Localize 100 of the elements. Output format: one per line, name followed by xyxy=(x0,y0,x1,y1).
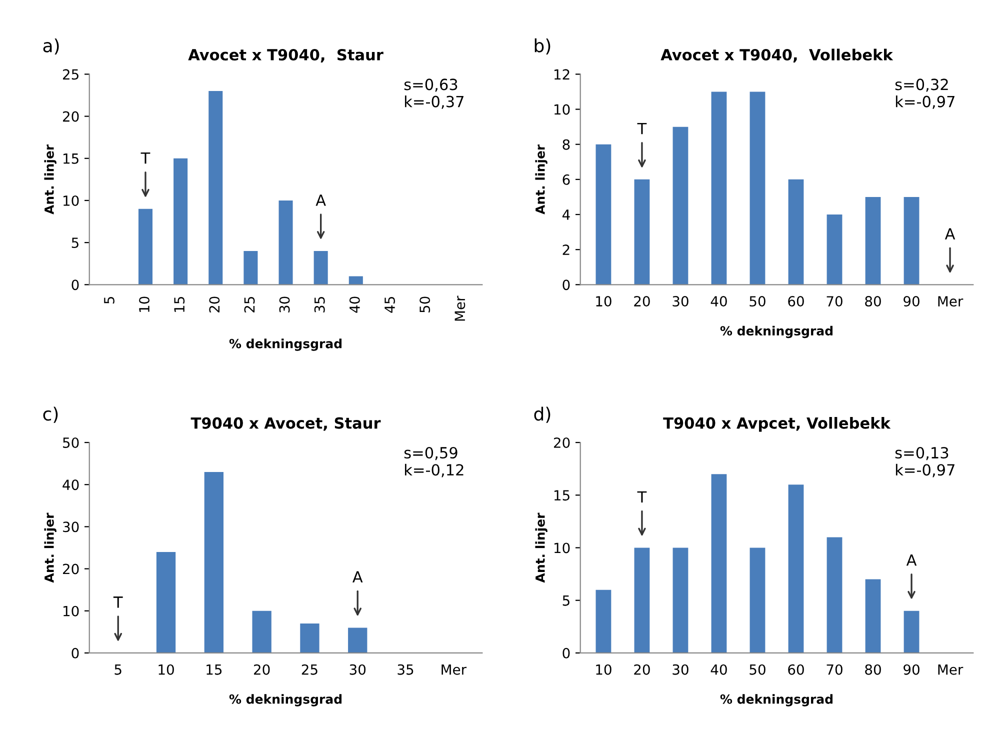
bar xyxy=(750,548,766,653)
x-tick-label: 40 xyxy=(349,296,360,313)
y-tick-label: 10 xyxy=(554,542,570,554)
bar xyxy=(904,610,920,653)
bar xyxy=(156,552,176,653)
annotation: T xyxy=(637,123,647,134)
x-tick-label: 10 xyxy=(596,664,612,675)
y-tick-label: 40 xyxy=(62,480,79,490)
y-tick-label: 12 xyxy=(554,69,570,80)
y-tick-label: 20 xyxy=(554,437,570,448)
annotation: A xyxy=(906,554,917,566)
y-axis-title: Ant. linjer xyxy=(535,512,548,583)
text: c) xyxy=(43,406,58,423)
bar xyxy=(208,91,223,285)
x-tick-label: 10 xyxy=(158,664,174,675)
y-tick-label: 0 xyxy=(562,280,570,290)
x-tick-label: Mer xyxy=(938,296,964,307)
y-axis-title: Ant. linjer xyxy=(44,144,56,214)
x-tick-label: 15 xyxy=(206,664,222,675)
bar xyxy=(174,158,188,285)
bar xyxy=(750,92,766,285)
bar xyxy=(348,276,363,285)
y-tick-label: 2 xyxy=(562,244,570,255)
y-tick-label: 5 xyxy=(72,238,78,248)
annotation: T xyxy=(637,491,647,502)
x-tick-label: 70 xyxy=(826,664,842,675)
y-tick-label: 15 xyxy=(554,490,570,501)
y-tick-label: 25 xyxy=(62,69,78,80)
x-axis-title: % dekningsgrad xyxy=(229,694,342,706)
x-tick-label: Mer xyxy=(938,664,964,675)
annotation: A xyxy=(316,194,326,206)
x-tick-label: Mer xyxy=(442,664,467,675)
chart-title: T9040 x Avpcet, Vollebekk xyxy=(663,417,891,432)
x-tick-label: 80 xyxy=(865,296,881,307)
y-tick-label: 20 xyxy=(62,111,79,122)
bar xyxy=(904,196,920,285)
annotation: s=0,59 xyxy=(404,446,458,460)
x-axis-title: % dekningsgrad xyxy=(229,338,342,351)
x-tick-label: 25 xyxy=(244,296,255,312)
x-tick-label: 35 xyxy=(398,664,414,675)
x-tick-label: 50 xyxy=(750,664,766,675)
annotation: s=0,32 xyxy=(895,78,948,92)
y-tick-label: 10 xyxy=(64,606,79,616)
annotation: k=-0,97 xyxy=(896,96,954,109)
x-tick-label: 25 xyxy=(302,664,318,675)
y-tick-label: 0 xyxy=(72,280,79,290)
x-tick-label: 5 xyxy=(114,664,122,675)
x-tick-label: 5 xyxy=(104,296,114,304)
y-tick-label: 50 xyxy=(63,437,79,448)
x-axis-title: % dekningsgrad xyxy=(720,326,832,338)
annotation: T xyxy=(140,152,150,164)
y-tick-label: 10 xyxy=(64,195,79,206)
text: a) xyxy=(43,38,59,55)
y-tick-label: 20 xyxy=(62,564,79,574)
y-tick-label: 10 xyxy=(554,104,570,115)
x-tick-label: 20 xyxy=(254,664,270,675)
y-tick-label: 0 xyxy=(72,648,79,658)
bar xyxy=(348,628,368,653)
bar xyxy=(204,472,224,653)
x-tick-label: 30 xyxy=(279,296,290,312)
annotation: k=-0,37 xyxy=(404,96,464,109)
bar xyxy=(826,214,842,285)
bar xyxy=(314,250,328,285)
x-tick-label: 30 xyxy=(672,296,688,307)
x-tick-label: 90 xyxy=(904,296,920,307)
y-tick-label: 0 xyxy=(562,648,570,658)
text: b) xyxy=(534,38,550,55)
x-tick-label: 20 xyxy=(209,296,220,312)
x-tick-label: 60 xyxy=(788,664,804,675)
annotation: k=-0,12 xyxy=(404,464,464,478)
y-axis-title: Ant. linjer xyxy=(535,144,548,214)
bar xyxy=(865,196,881,285)
y-tick-label: 8 xyxy=(562,139,570,150)
bar xyxy=(278,200,293,285)
bar xyxy=(826,537,842,653)
x-tick-label: 40 xyxy=(710,664,727,675)
annotation: k=-0,97 xyxy=(896,464,954,478)
y-tick-label: 15 xyxy=(64,154,78,164)
x-tick-label: 80 xyxy=(865,664,881,675)
x-tick-label: 20 xyxy=(634,664,650,675)
y-tick-label: 5 xyxy=(562,595,570,606)
bar xyxy=(711,92,727,285)
x-tick-label: 30 xyxy=(350,664,366,675)
bar xyxy=(300,623,320,653)
chart-title: Avocet x T9040, Staur xyxy=(188,48,384,62)
bar xyxy=(634,548,650,653)
bar xyxy=(634,179,650,285)
annotation: s=0,63 xyxy=(404,78,458,92)
bar xyxy=(865,579,881,653)
bar xyxy=(244,250,258,285)
x-tick-label: 50 xyxy=(750,296,766,307)
y-tick-label: 4 xyxy=(562,210,570,220)
chart-title: T9040 x Avocet, Staur xyxy=(190,417,381,431)
x-tick-label: 40 xyxy=(710,296,727,307)
y-axis-title: Ant. linjer xyxy=(44,512,56,583)
x-tick-label: 30 xyxy=(672,664,688,675)
bar xyxy=(672,548,688,653)
bar xyxy=(788,484,804,653)
bar xyxy=(596,590,612,653)
annotation: A xyxy=(352,571,363,582)
